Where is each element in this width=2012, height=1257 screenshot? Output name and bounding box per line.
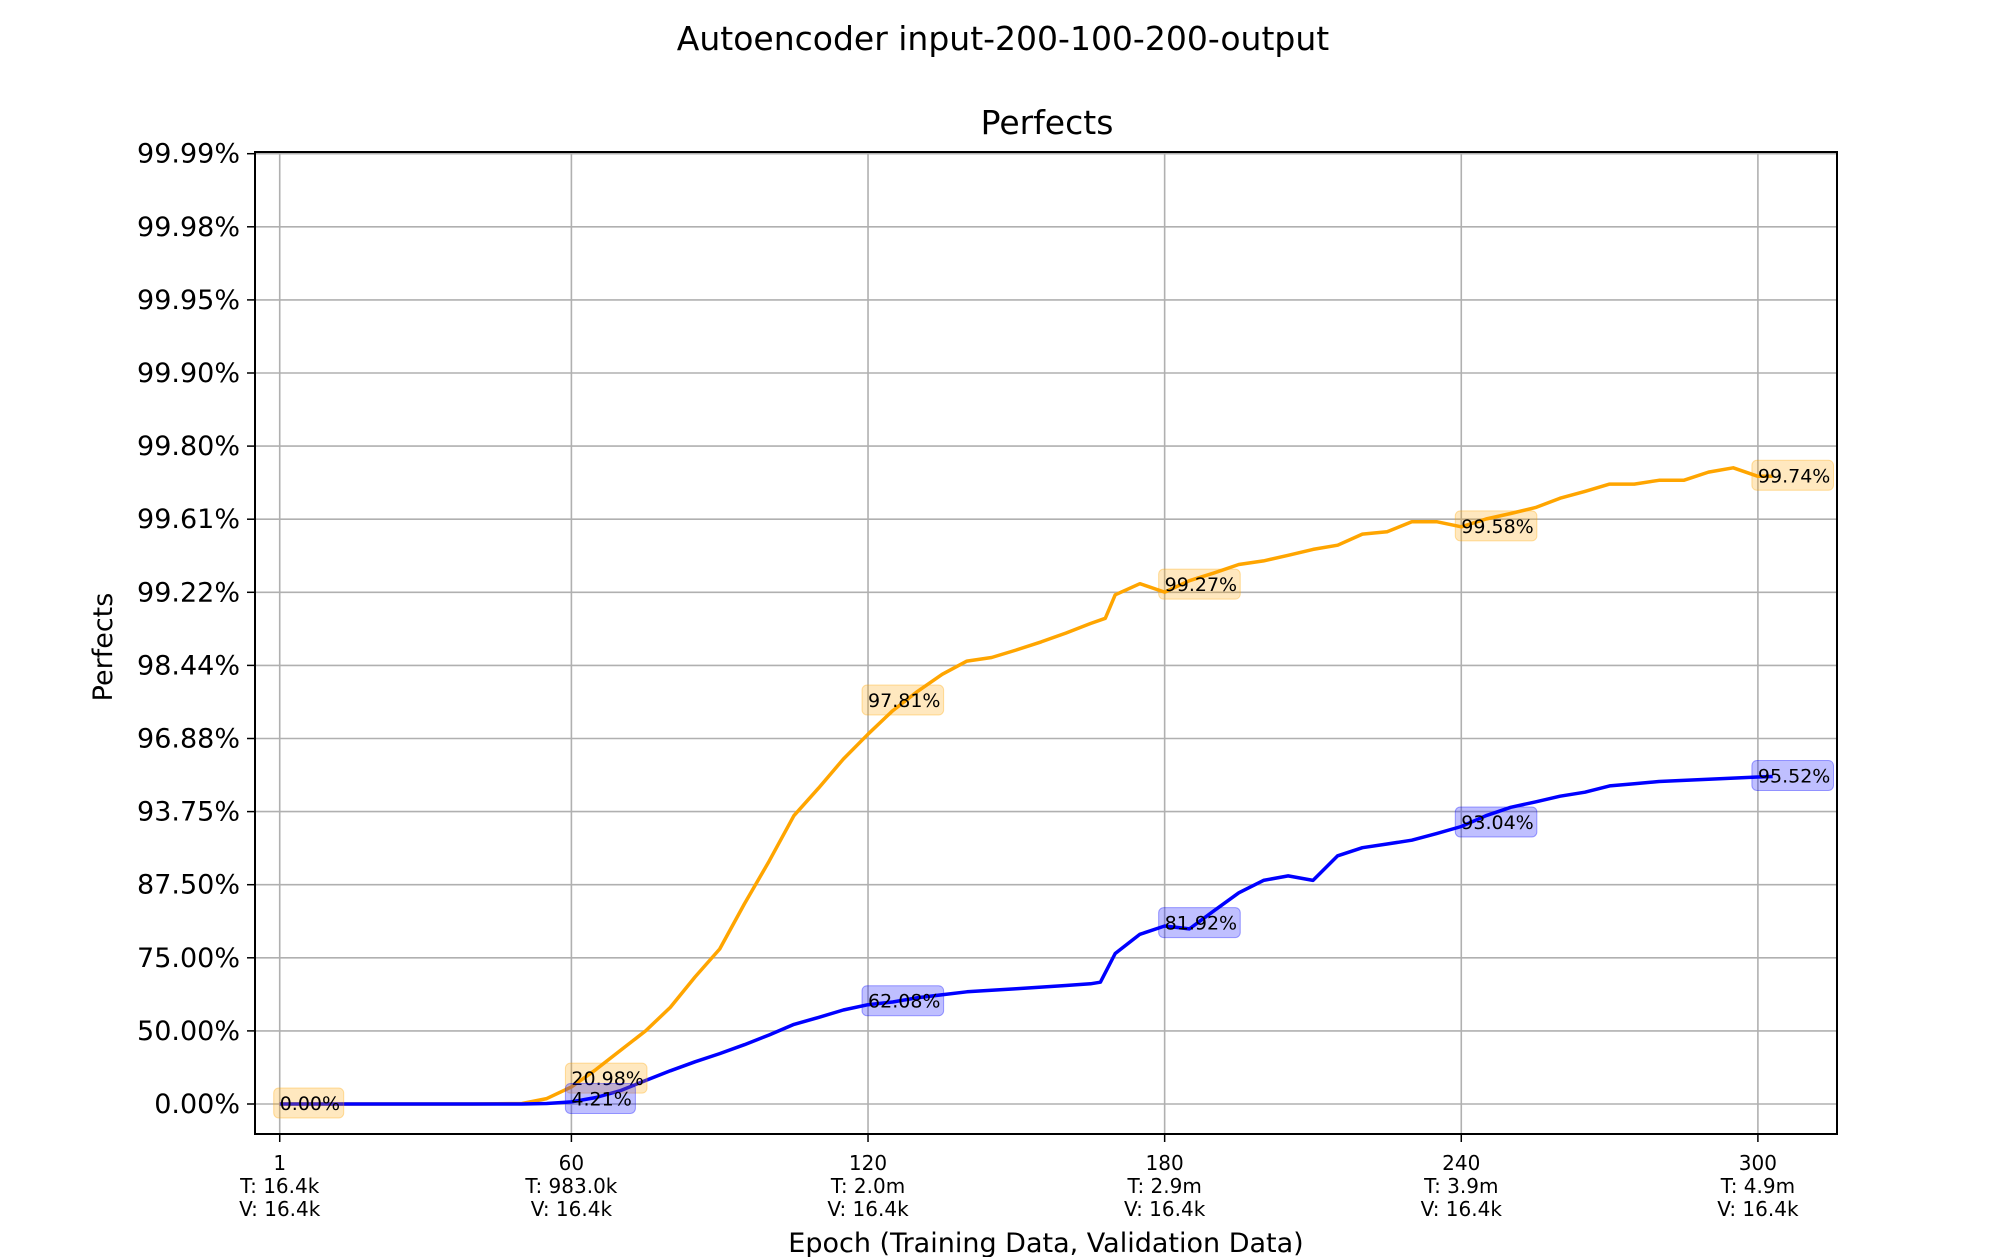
x-tick-label: V: 16.4k	[1717, 1197, 1799, 1221]
annotation-label: 81.92%	[1165, 913, 1237, 935]
annotation-box	[1454, 806, 1538, 838]
y-tick-label: 99.95%	[137, 285, 240, 316]
x-tick-label: 180	[1146, 1151, 1184, 1175]
y-tick-label: 96.88%	[137, 724, 240, 755]
x-tick-label: T: 4.9m	[1720, 1174, 1795, 1198]
annotation-label: 99.58%	[1461, 516, 1533, 538]
annotations: 0.00% 20.98% 97.81% 99.27% 99.58% 99.74% 4.21%…	[273, 459, 1835, 1119]
annotation-label: 4.21%	[571, 1088, 631, 1110]
annotation-box	[1158, 568, 1241, 600]
y-tick-label: 0.00%	[154, 1089, 240, 1120]
x-tick-label: T: 3.9m	[1423, 1174, 1498, 1198]
x-tick-label: T: 2.0m	[830, 1174, 905, 1198]
annotation-box	[1158, 907, 1241, 939]
axes-frame	[254, 151, 1838, 1135]
y-tick-label: 99.90%	[137, 358, 240, 389]
x-tick-label: 60	[559, 1151, 584, 1175]
x-tick-label: T: 16.4k	[239, 1174, 320, 1198]
y-tick-label: 99.22%	[137, 577, 240, 608]
x-tick-label: V: 16.4k	[1124, 1197, 1206, 1221]
annotation-label: 97.81%	[868, 690, 940, 712]
annotation-box	[861, 684, 945, 716]
y-axis: 0.00% 50.00% 75.00% 87.50% 93.75% 96.88% 98.44…	[137, 139, 255, 1120]
x-tick-label: 120	[849, 1151, 887, 1175]
x-axis-label: Epoch (Training Data, Validation Data)	[788, 1228, 1303, 1257]
annotation-label: 20.98%	[571, 1068, 643, 1090]
annotation-box	[861, 985, 945, 1017]
annotation-box	[1751, 759, 1835, 791]
y-axis-label: Perfects	[88, 593, 119, 702]
chart-title: Perfects	[981, 103, 1114, 142]
x-tick-label: V: 16.4k	[239, 1197, 321, 1221]
annotation-label: 0.00%	[280, 1093, 340, 1115]
annotation-label: 62.08%	[868, 991, 940, 1013]
plot-area	[279, 466, 1773, 1106]
x-tick-label: V: 16.4k	[1421, 1197, 1503, 1221]
series-line-1	[279, 466, 1773, 1106]
y-tick-label: 50.00%	[137, 1016, 240, 1047]
annotation-box	[564, 1062, 648, 1094]
y-tick-label: 99.98%	[137, 212, 240, 243]
x-tick-label: V: 16.4k	[531, 1197, 613, 1221]
series-line-2	[279, 774, 1773, 1106]
y-tick-label: 99.80%	[137, 431, 240, 462]
x-tick-label: 300	[1739, 1151, 1777, 1175]
y-tick-label: 99.61%	[137, 504, 240, 535]
annotation-label: 99.74%	[1758, 465, 1830, 487]
annotation-label: 93.04%	[1461, 812, 1533, 834]
y-tick-label: 98.44%	[137, 650, 240, 681]
x-tick-label: T: 983.0k	[524, 1174, 617, 1198]
y-tick-label: 99.99%	[137, 139, 240, 170]
annotation-box	[273, 1087, 345, 1119]
annotation-box	[1751, 459, 1835, 491]
annotation-label: 95.52%	[1758, 765, 1830, 787]
annotation-box	[564, 1082, 636, 1114]
x-tick-label: V: 16.4k	[827, 1197, 909, 1221]
annotation-box	[1454, 510, 1538, 542]
chart-suptitle: Autoencoder input-200-100-200-output	[677, 19, 1329, 58]
x-tick-label: 1	[273, 1151, 286, 1175]
y-tick-label: 93.75%	[137, 797, 240, 828]
y-tick-label: 87.50%	[137, 870, 240, 901]
x-tick-label: 240	[1442, 1151, 1480, 1175]
grid	[255, 152, 1837, 1134]
x-tick-label: T: 2.9m	[1126, 1174, 1201, 1198]
y-tick-label: 75.00%	[137, 943, 240, 974]
annotation-label: 99.27%	[1165, 574, 1237, 596]
